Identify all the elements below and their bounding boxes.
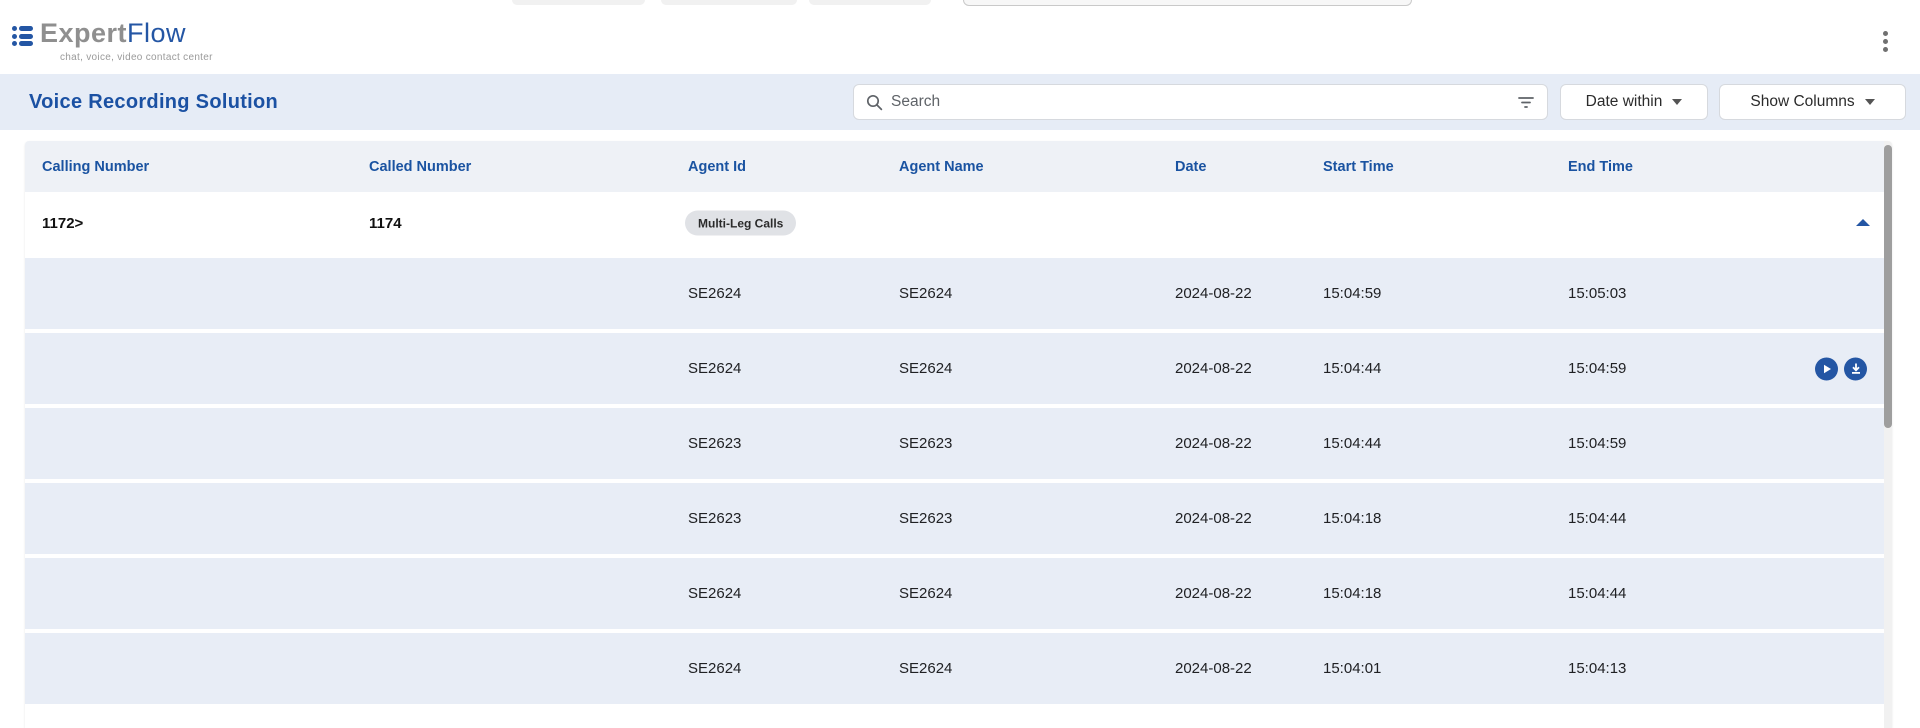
end-time-cell: 15:04:59 bbox=[1568, 435, 1627, 452]
show-columns-label: Show Columns bbox=[1750, 93, 1855, 110]
column-header-called-number: Called Number bbox=[369, 158, 472, 175]
chevron-down-icon bbox=[1672, 99, 1683, 105]
call-leg-row: SE2624 SE2624 2024-08-22 15:04:18 15:04:… bbox=[25, 558, 1884, 629]
end-time-cell: 15:05:03 bbox=[1568, 285, 1627, 302]
download-recording-button[interactable] bbox=[1844, 357, 1867, 380]
browser-tab-remnant[interactable] bbox=[963, 0, 1412, 6]
agent-id-cell: SE2624 bbox=[688, 585, 742, 602]
end-time-cell: 15:04:44 bbox=[1568, 585, 1627, 602]
end-time-cell: 15:04:13 bbox=[1568, 660, 1627, 677]
expertflow-logo: ExpertFlow chat, voice, video contact ce… bbox=[12, 16, 272, 64]
kebab-menu-button[interactable] bbox=[1874, 26, 1896, 56]
column-header-date: Date bbox=[1175, 158, 1207, 175]
start-time-cell: 15:04:44 bbox=[1323, 360, 1382, 377]
kebab-dot-icon bbox=[1882, 30, 1888, 36]
kebab-dot-icon bbox=[1882, 46, 1888, 52]
date-within-label: Date within bbox=[1585, 93, 1663, 110]
toolbar: Voice Recording Solution Date within Sho… bbox=[0, 74, 1920, 130]
play-recording-button[interactable] bbox=[1815, 357, 1838, 380]
column-header-agent-name: Agent Name bbox=[899, 158, 984, 175]
agent-name-cell: SE2624 bbox=[899, 285, 953, 302]
multi-leg-calls-badge: Multi-Leg Calls bbox=[685, 210, 797, 236]
date-cell: 2024-08-22 bbox=[1175, 585, 1252, 602]
end-time-cell: 15:04:44 bbox=[1568, 510, 1627, 527]
agent-id-cell: SE2624 bbox=[688, 360, 742, 377]
play-icon bbox=[1824, 364, 1831, 373]
agent-name-cell: SE2623 bbox=[899, 510, 953, 527]
called-number-value: 1174 bbox=[369, 214, 402, 232]
start-time-cell: 15:04:44 bbox=[1323, 435, 1382, 452]
date-cell: 2024-08-22 bbox=[1175, 360, 1252, 377]
search-icon bbox=[866, 94, 883, 110]
logo-word-flow: Flow bbox=[127, 18, 187, 48]
column-header-start-time: Start Time bbox=[1323, 158, 1394, 175]
date-within-button[interactable]: Date within bbox=[1560, 84, 1708, 120]
search-box[interactable] bbox=[853, 84, 1548, 120]
chevron-down-icon bbox=[1864, 99, 1875, 105]
browser-tab-remnant[interactable] bbox=[512, 0, 645, 5]
column-header-agent-id: Agent Id bbox=[688, 158, 746, 175]
recordings-table: Calling Number Called Number Agent Id Ag… bbox=[25, 141, 1892, 728]
scrollbar-track bbox=[1884, 141, 1892, 728]
row-actions bbox=[1815, 357, 1867, 380]
agent-name-cell: SE2624 bbox=[899, 585, 953, 602]
logo-wordmark: ExpertFlow bbox=[40, 18, 186, 49]
column-header-calling-number: Calling Number bbox=[42, 158, 150, 175]
date-cell: 2024-08-22 bbox=[1175, 660, 1252, 677]
column-header-end-time: End Time bbox=[1568, 158, 1633, 175]
date-cell: 2024-08-22 bbox=[1175, 285, 1252, 302]
start-time-cell: 15:04:59 bbox=[1323, 285, 1382, 302]
start-time-cell: 15:04:01 bbox=[1323, 660, 1382, 677]
start-time-cell: 15:04:18 bbox=[1323, 510, 1382, 527]
leg-rows: SE2624 SE2624 2024-08-22 15:04:59 15:05:… bbox=[25, 258, 1892, 704]
download-icon bbox=[1851, 363, 1860, 374]
date-cell: 2024-08-22 bbox=[1175, 510, 1252, 527]
date-cell: 2024-08-22 bbox=[1175, 435, 1252, 452]
agent-name-cell: SE2624 bbox=[899, 660, 953, 677]
logo-word-expert: Expert bbox=[40, 18, 128, 48]
agent-id-cell: SE2623 bbox=[688, 435, 742, 452]
browser-tab-remnant[interactable] bbox=[661, 0, 797, 5]
call-group-row[interactable]: 1172> 1174 Multi-Leg Calls bbox=[25, 192, 1884, 254]
call-leg-row: SE2624 SE2624 2024-08-22 15:04:59 15:05:… bbox=[25, 258, 1884, 329]
show-columns-button[interactable]: Show Columns bbox=[1719, 84, 1906, 120]
page-title: Voice Recording Solution bbox=[29, 90, 279, 113]
kebab-dot-icon bbox=[1882, 38, 1888, 44]
filter-icon[interactable] bbox=[1517, 94, 1535, 110]
search-input[interactable] bbox=[891, 93, 1517, 111]
collapse-icon[interactable] bbox=[1856, 218, 1870, 226]
expertflow-logo-icon bbox=[12, 26, 33, 46]
scrollbar-thumb[interactable] bbox=[1884, 145, 1892, 428]
call-leg-row: SE2623 SE2623 2024-08-22 15:04:18 15:04:… bbox=[25, 483, 1884, 554]
call-leg-row: SE2623 SE2623 2024-08-22 15:04:44 15:04:… bbox=[25, 408, 1884, 479]
agent-id-cell: SE2624 bbox=[688, 285, 742, 302]
call-leg-row: SE2624 SE2624 2024-08-22 15:04:01 15:04:… bbox=[25, 633, 1884, 704]
agent-name-cell: SE2624 bbox=[899, 360, 953, 377]
start-time-cell: 15:04:18 bbox=[1323, 585, 1382, 602]
call-leg-row: SE2624 SE2624 2024-08-22 15:04:44 15:04:… bbox=[25, 333, 1884, 404]
browser-tab-remnant[interactable] bbox=[809, 0, 931, 5]
calling-number-value: 1172> bbox=[42, 214, 84, 232]
logo-tagline: chat, voice, video contact center bbox=[60, 52, 213, 63]
table-header-row: Calling Number Called Number Agent Id Ag… bbox=[25, 141, 1884, 192]
agent-id-cell: SE2623 bbox=[688, 510, 742, 527]
agent-name-cell: SE2623 bbox=[899, 435, 953, 452]
agent-id-cell: SE2624 bbox=[688, 660, 742, 677]
end-time-cell: 15:04:59 bbox=[1568, 360, 1627, 377]
